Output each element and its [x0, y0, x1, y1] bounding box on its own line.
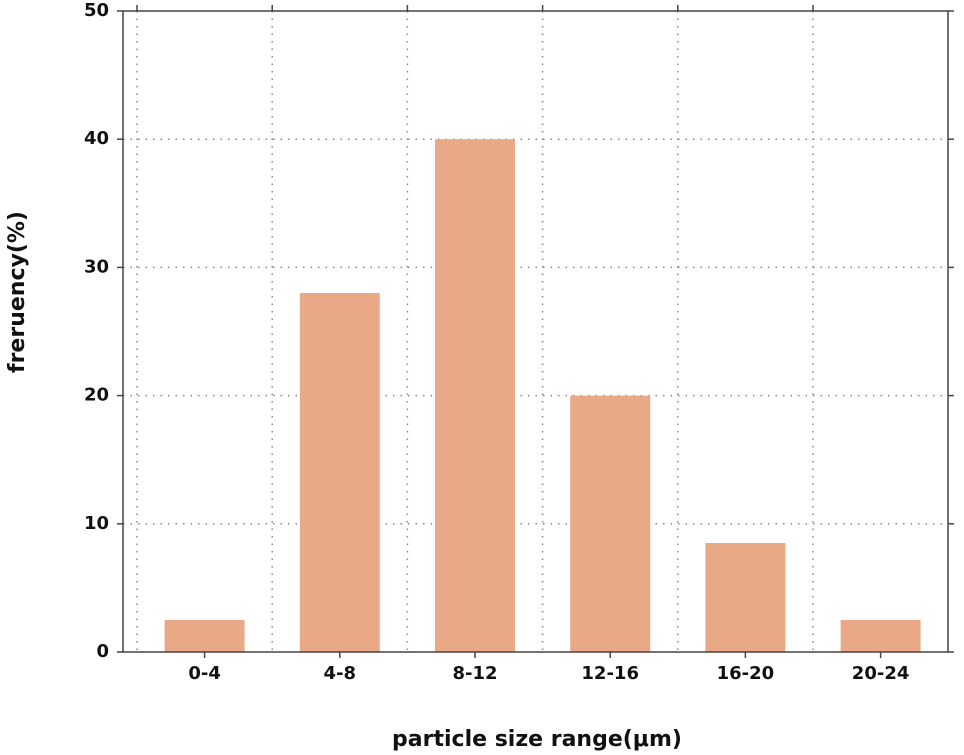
y-tick-label: 30: [84, 256, 109, 277]
y-tick-label: 0: [96, 641, 109, 662]
x-tick-label: 8-12: [452, 663, 497, 684]
x-tick-label: 12-16: [581, 663, 639, 684]
bar: [705, 543, 786, 652]
y-tick-label: 10: [84, 513, 109, 534]
x-axis-title: particle size range(μm): [392, 727, 682, 752]
y-axis-title: freruency(%): [5, 211, 30, 373]
x-tick-label: 0-4: [188, 663, 221, 684]
bar: [570, 395, 651, 652]
x-tick-label: 20-24: [852, 663, 910, 684]
plot-frame: [122, 10, 949, 653]
x-tick-label: 16-20: [717, 663, 775, 684]
bar: [164, 619, 245, 652]
bar: [435, 139, 515, 652]
y-tick-label: 20: [84, 385, 109, 406]
bar: [840, 619, 921, 652]
bar: [299, 293, 380, 652]
y-tick-label: 50: [84, 0, 109, 21]
x-tick-label: 4-8: [324, 663, 357, 684]
y-tick-label: 40: [84, 128, 109, 149]
